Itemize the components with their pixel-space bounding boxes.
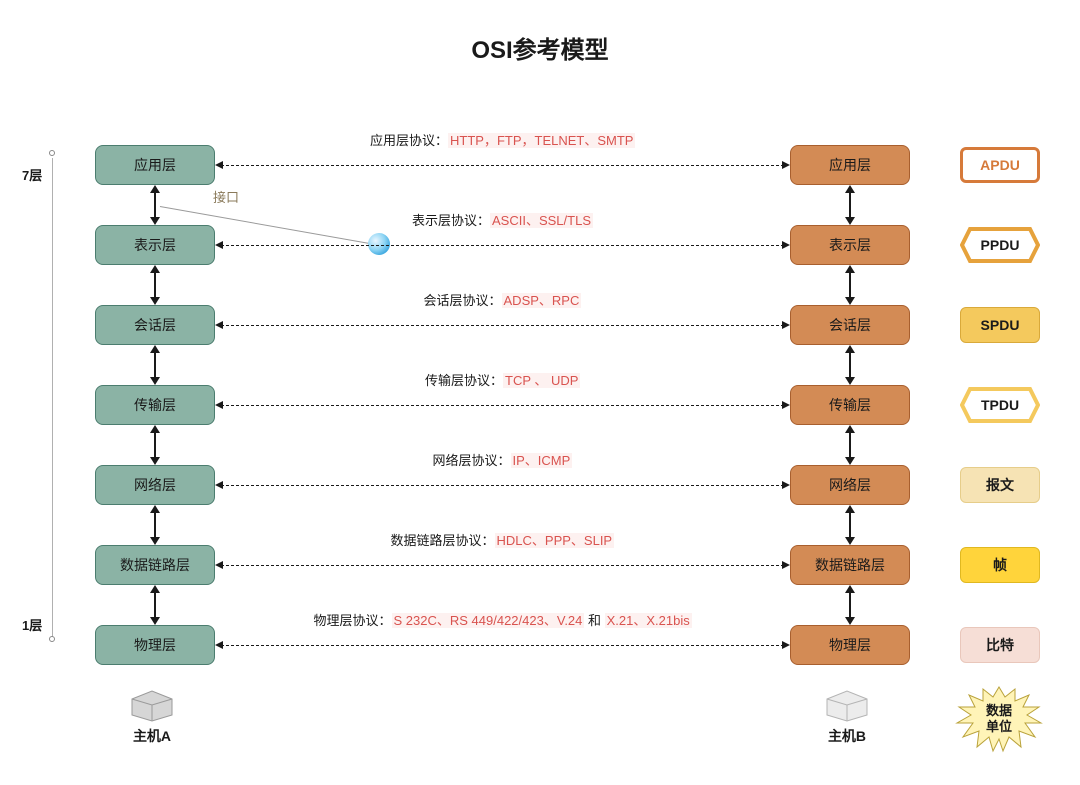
host-a-layer-box: 表示层 [95,225,215,265]
arrow-right-icon [782,321,790,329]
peer-protocol-connector [221,645,784,646]
host-b-layer-box: 会话层 [790,305,910,345]
host-a-layer-box: 数据链路层 [95,545,215,585]
arrow-left-icon [215,401,223,409]
host-a-cube-icon [128,685,176,721]
arrow-left-icon [215,241,223,249]
arrow-right-icon [782,401,790,409]
protocol-label: 传输层协议：TCP 、 UDP [425,370,580,389]
arrow-left-icon [215,321,223,329]
peer-protocol-connector [221,405,784,406]
pdu-box: SPDU [960,307,1040,343]
protocol-label: 应用层协议：HTTP，FTP，TELNET、SMTP [370,130,635,149]
protocol-label: 会话层协议：ADSP、RPC [424,290,582,309]
arrow-right-icon [782,641,790,649]
host-a-layer-box: 应用层 [95,145,215,185]
interlayer-arrow [849,432,851,458]
arrow-left-icon [215,561,223,569]
pdu-box: 帧 [960,547,1040,583]
diagram-title: OSI参考模型 [0,30,1080,65]
peer-protocol-connector [221,565,784,566]
data-unit-label: 数据 单位 [955,703,1043,734]
interlayer-arrow [154,512,156,538]
host-b-layer-box: 网络层 [790,465,910,505]
arrow-right-icon [782,481,790,489]
pdu-box: 比特 [960,627,1040,663]
highlight-dot [368,233,390,255]
pdu-box: PPDU [960,227,1040,263]
arrow-left-icon [215,481,223,489]
host-a-layer-box: 会话层 [95,305,215,345]
arrow-right-icon [782,241,790,249]
host-a-layer-box: 物理层 [95,625,215,665]
interlayer-arrow [154,192,156,218]
pdu-box: TPDU [960,387,1040,423]
layer-ruler-line [52,158,53,638]
pdu-box: 报文 [960,467,1040,503]
host-b-label: 主机B [815,726,879,746]
peer-protocol-connector [221,165,784,166]
interlayer-arrow [849,192,851,218]
interlayer-arrow [154,352,156,378]
ruler-top-dot [49,150,55,156]
host-a-label: 主机A [120,726,184,746]
host-a-layer-box: 网络层 [95,465,215,505]
interlayer-arrow [154,272,156,298]
host-b-layer-box: 表示层 [790,225,910,265]
pdu-box: APDU [960,147,1040,183]
interlayer-arrow [154,592,156,618]
peer-protocol-connector [221,325,784,326]
ruler-bottom-label: 1层 [22,615,42,634]
host-b-layer-box: 数据链路层 [790,545,910,585]
peer-protocol-connector [221,245,784,246]
host-b-cube-icon [823,685,871,721]
arrow-right-icon [782,561,790,569]
interlayer-arrow [154,432,156,458]
protocol-label: 数据链路层协议：HDLC、PPP、SLIP [391,530,615,549]
protocol-label: 物理层协议：S 232C、RS 449/422/423、V.24 和 X.21、… [314,610,692,629]
interface-label: 接口 [213,187,239,206]
ruler-top-label: 7层 [22,165,42,184]
data-unit-starburst: 数据 单位 [955,685,1043,755]
peer-protocol-connector [221,485,784,486]
interlayer-arrow [849,592,851,618]
interlayer-arrow [849,352,851,378]
arrow-left-icon [215,161,223,169]
protocol-label: 表示层协议：ASCII、SSL/TLS [412,210,593,229]
interlayer-arrow [849,512,851,538]
host-a-layer-box: 传输层 [95,385,215,425]
host-b-layer-box: 传输层 [790,385,910,425]
protocol-label: 网络层协议：IP、ICMP [433,450,573,469]
arrow-left-icon [215,641,223,649]
arrow-right-icon [782,161,790,169]
interlayer-arrow [849,272,851,298]
host-b-layer-box: 物理层 [790,625,910,665]
ruler-bottom-dot [49,636,55,642]
host-b-layer-box: 应用层 [790,145,910,185]
